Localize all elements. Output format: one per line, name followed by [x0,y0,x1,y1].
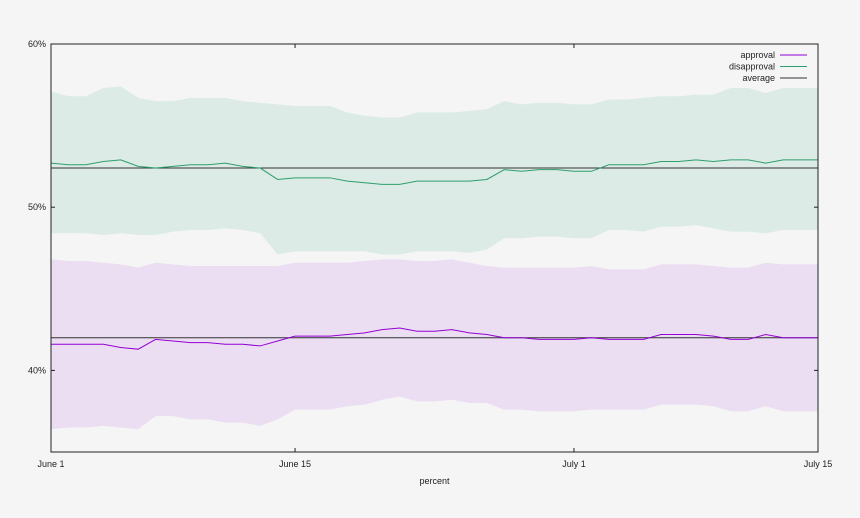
plot-frame [50,43,819,453]
approval-line [51,327,818,350]
y-tick-label: 50% [28,202,46,212]
y-axis: 40% 50% 60% [28,39,818,375]
x-axis-title: percent [419,476,450,486]
series-lines [50,159,818,350]
x-axis: June 1 June 15 July 1 July 15 [37,44,832,469]
x-tick-label: July 1 [562,459,586,469]
legend-label-average: average [742,73,775,83]
x-tick-label: June 15 [279,459,311,469]
average-lines [51,167,818,339]
legend-label-approval: approval [740,50,775,60]
legend-label-disapproval: disapproval [729,62,775,72]
x-tick-label: June 1 [37,459,64,469]
confidence-bands [51,86,818,430]
disapproval-line [50,159,818,185]
approval-band [51,259,818,430]
y-tick-label: 40% [28,365,46,375]
y-tick-label: 60% [28,39,46,49]
disapproval-band [51,86,818,255]
x-tick-label: July 15 [804,459,833,469]
